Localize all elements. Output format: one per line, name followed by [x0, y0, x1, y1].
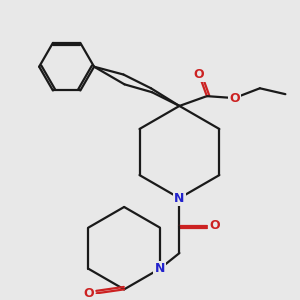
Text: O: O [209, 219, 220, 232]
Text: N: N [154, 262, 165, 275]
Text: N: N [174, 192, 184, 205]
Text: O: O [229, 92, 240, 105]
Text: O: O [83, 287, 94, 300]
Text: O: O [194, 68, 204, 81]
